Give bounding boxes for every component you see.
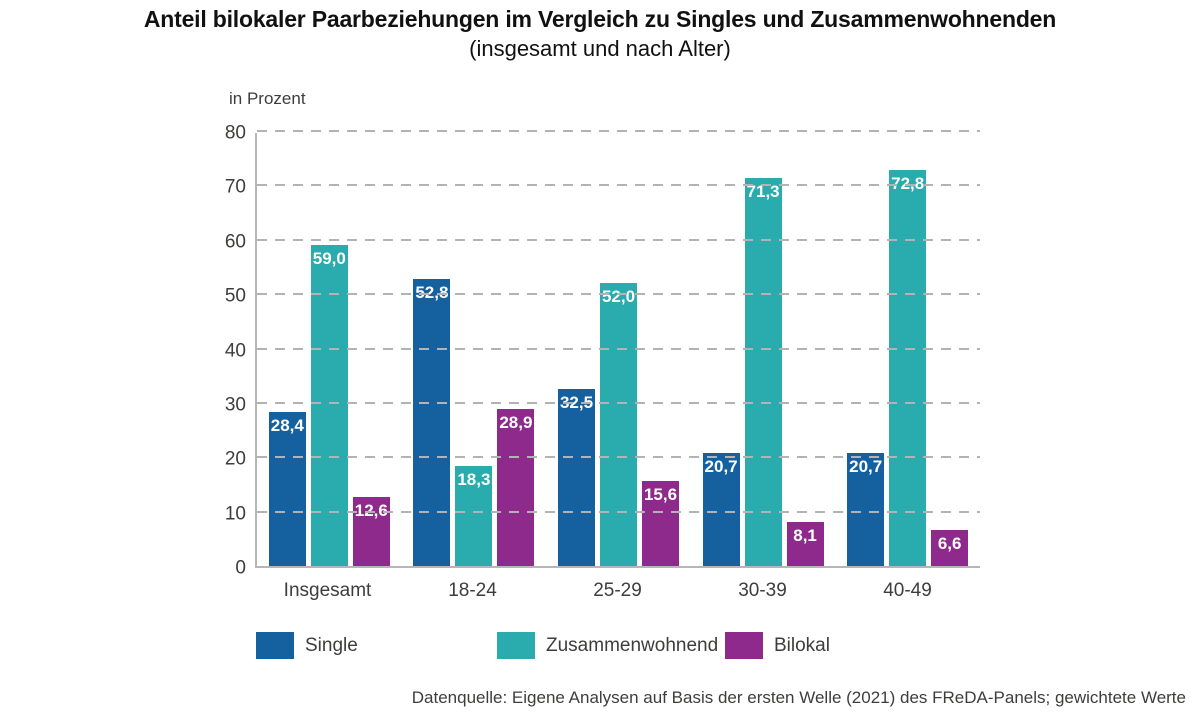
bar-value-label: 52,8 <box>415 283 448 566</box>
bar-group: 32,5 52,0 15,6 <box>546 133 691 566</box>
y-axis-tick-label: 10 <box>224 503 246 525</box>
plot-area: 28,4 59,0 12,6 52,8 18,3 28,9 32,5 52,0 15,6 20,7… <box>255 130 980 568</box>
legend-label: Single <box>305 634 358 656</box>
x-axis-tick-label: 25-29 <box>593 580 642 601</box>
bar-value-label: 15,6 <box>643 485 678 504</box>
y-axis-tick-label: 70 <box>224 176 246 198</box>
bar-single: 20,7 <box>847 453 885 566</box>
bar-value-label: 8,1 <box>793 526 817 545</box>
bar-value-label: 6,6 <box>937 534 962 553</box>
bar-value-label: 28,9 <box>499 413 533 432</box>
bar-single: 20,7 <box>702 453 740 566</box>
y-axis-tick-label: 40 <box>224 340 246 361</box>
x-axis-tick-label: 40-49 <box>883 580 932 601</box>
bar-value-label: 59,0 <box>312 249 346 268</box>
bar-single: 52,8 <box>413 279 451 566</box>
legend-swatch <box>725 632 763 659</box>
y-axis-tick-label: 20 <box>224 448 246 470</box>
x-axis-tick-label: Insgesamt <box>283 580 372 601</box>
y-axis-tick-label: 60 <box>224 231 246 253</box>
bar-value-label: 71,3 <box>746 182 780 201</box>
legend-swatch <box>497 632 535 659</box>
gridline <box>257 347 980 350</box>
bar-value-label: 28,4 <box>270 416 304 435</box>
gridline <box>257 130 980 132</box>
chart-subtitle: (insgesamt und nach Alter) <box>469 36 731 61</box>
gridline <box>257 456 980 459</box>
y-axis-tick-label: 50 <box>224 285 246 307</box>
source-note: Datenquelle: Eigene Analysen auf Basis d… <box>411 688 1186 707</box>
bar-value-label: 18,3 <box>457 470 491 489</box>
legend-item-zusammenwohnend: Zusammenwohnend <box>497 632 718 659</box>
legend-item-single: Single <box>256 632 358 659</box>
legend: Single Zusammenwohnend Bilokal <box>255 632 980 662</box>
bar-value-label: 20,7 <box>704 457 738 476</box>
gridline <box>257 510 980 513</box>
bar-group: 20,7 71,3 8,1 <box>691 133 836 566</box>
bar-zusammenwohnend: 72,8 <box>889 170 927 566</box>
bar-value-label: 20,7 <box>849 457 883 476</box>
bar-value-label: 12,6 <box>354 501 388 520</box>
gridline <box>257 238 980 241</box>
bar-zusammenwohnend: 52,0 <box>599 283 637 566</box>
chart-title: Anteil bilokaler Paarbeziehungen im Verg… <box>143 6 1057 32</box>
y-axis-tick-labels: 0 10 20 30 40 50 60 70 80 <box>180 124 246 578</box>
legend-label: Zusammenwohnend <box>546 634 719 656</box>
gridline <box>257 293 980 296</box>
bar-value-label: 32,5 <box>559 393 594 412</box>
y-axis-unit-label: in Prozent <box>229 89 306 108</box>
y-axis-tick-label: 80 <box>224 122 246 144</box>
x-axis-tick-label: 18-24 <box>448 580 497 601</box>
bar-groups-container: 28,4 59,0 12,6 52,8 18,3 28,9 32,5 52,0 15,6 20,7… <box>257 133 980 566</box>
legend-item-bilokal: Bilokal <box>725 632 830 659</box>
x-axis-tick-labels: Insgesamt 18-24 25-29 30-39 40-49 <box>255 580 980 602</box>
bar-zusammenwohnend: 71,3 <box>744 178 782 566</box>
bar-group: 20,7 72,8 6,6 <box>835 133 980 566</box>
bar-single: 32,5 <box>557 389 595 566</box>
bar-group: 28,4 59,0 12,6 <box>257 133 402 566</box>
bar-zusammenwohnend: 18,3 <box>455 466 493 566</box>
bar-bilokal: 28,9 <box>497 409 535 566</box>
legend-swatch <box>256 632 294 659</box>
bar-value-label: 52,0 <box>601 287 636 306</box>
bar-group: 52,8 18,3 28,9 <box>402 133 547 566</box>
bar-single: 28,4 <box>268 412 306 566</box>
y-axis-tick-label: 30 <box>224 394 246 416</box>
x-axis-tick-label: 30-39 <box>738 580 787 601</box>
bar-bilokal: 8,1 <box>786 522 824 566</box>
y-axis-tick-label: 0 <box>235 557 246 579</box>
gridline <box>257 401 980 404</box>
legend-label: Bilokal <box>774 634 830 656</box>
bar-bilokal: 12,6 <box>352 497 390 566</box>
gridline <box>257 184 980 187</box>
bar-value-label: 72,8 <box>891 174 924 566</box>
bar-bilokal: 15,6 <box>641 481 679 566</box>
bar-bilokal: 6,6 <box>931 530 969 566</box>
